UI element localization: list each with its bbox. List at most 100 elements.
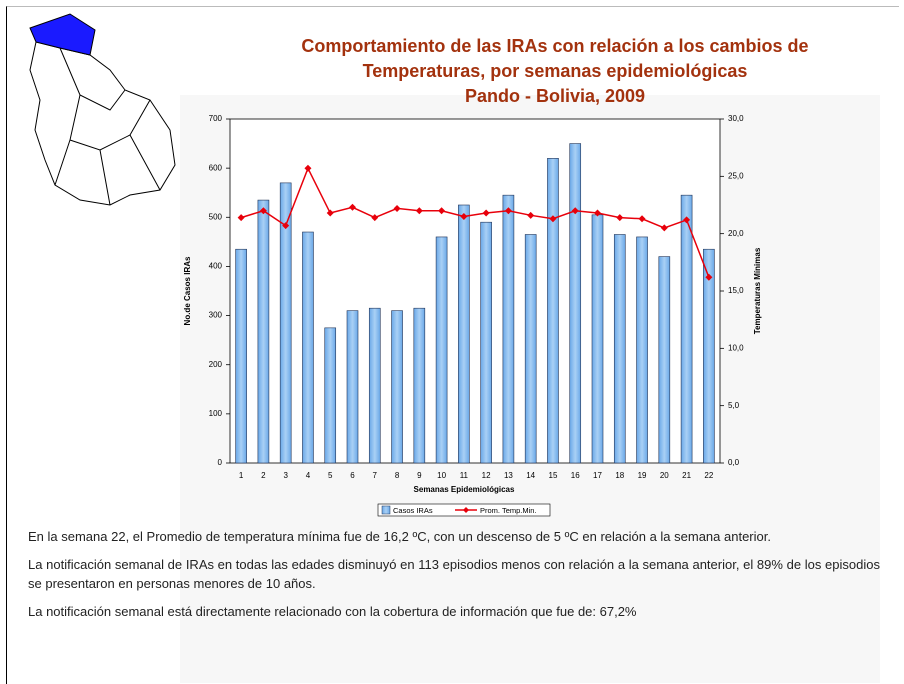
x-tick-label: 7 <box>373 471 378 480</box>
x-tick-label: 5 <box>328 471 333 480</box>
paragraphs: En la semana 22, el Promedio de temperat… <box>28 527 880 630</box>
y2-tick-label: 20,0 <box>728 229 744 238</box>
frame <box>6 6 899 684</box>
y-tick-label: 0 <box>218 458 223 467</box>
bar <box>458 204 470 464</box>
bar <box>703 248 715 464</box>
line-marker <box>393 204 401 212</box>
bar <box>235 248 247 464</box>
bar <box>636 236 648 464</box>
map-icon <box>29 13 176 206</box>
bar <box>547 158 559 464</box>
line-marker <box>660 224 668 232</box>
line-marker <box>326 209 334 217</box>
line-marker <box>371 214 379 222</box>
bar <box>302 231 314 464</box>
paragraph: En la semana 22, el Promedio de temperat… <box>28 529 771 544</box>
y-tick-label: 700 <box>209 114 223 123</box>
y-tick-label: 400 <box>209 262 223 271</box>
bar <box>413 307 426 464</box>
x-tick-label: 14 <box>526 471 535 480</box>
y2-axis-label: Temperaturas Mínimas <box>753 247 762 334</box>
line-marker <box>304 164 312 172</box>
x-tick-label: 15 <box>549 471 558 480</box>
bar <box>591 214 604 464</box>
paragraph: La notificación semanal está directament… <box>28 604 637 619</box>
y-tick-label: 200 <box>209 360 223 369</box>
y-tick-label: 300 <box>209 311 223 320</box>
x-tick-label: 18 <box>615 471 624 480</box>
x-tick-label: 10 <box>437 471 446 480</box>
line-marker <box>594 209 601 217</box>
y2-tick-label: 30,0 <box>728 114 744 123</box>
paragraph: La notificación semanal de IRAs en todas… <box>28 557 880 591</box>
x-tick-label: 19 <box>638 471 647 480</box>
bar <box>480 221 492 464</box>
y-tick-label: 100 <box>209 409 223 418</box>
x-tick-label: 3 <box>283 471 288 480</box>
bar <box>279 182 292 464</box>
y2-tick-label: 0,0 <box>728 458 740 467</box>
line-marker <box>282 222 290 230</box>
title-line: Pando - Bolivia, 2009 <box>465 86 645 106</box>
line-marker <box>259 207 267 215</box>
line-marker <box>705 273 713 281</box>
line-marker <box>504 207 512 215</box>
x-tick-label: 13 <box>504 471 513 480</box>
bar <box>569 143 582 464</box>
y2-tick-label: 25,0 <box>728 171 744 180</box>
chart: Comportamiento de las IRAs con relación … <box>29 13 809 517</box>
line-marker <box>349 203 356 211</box>
x-tick-label: 11 <box>460 471 469 480</box>
line-marker <box>415 207 423 215</box>
x-tick-label: 21 <box>682 471 691 480</box>
line <box>240 166 710 278</box>
legend-label: Casos IRAs <box>393 506 433 515</box>
line-marker <box>438 207 446 215</box>
legend-marker <box>463 507 469 513</box>
bar <box>257 199 270 464</box>
x-tick-label: 1 <box>239 471 244 480</box>
bar <box>346 310 359 464</box>
bar <box>391 310 403 464</box>
line-marker <box>571 207 579 215</box>
x-tick-label: 4 <box>306 471 311 480</box>
bar <box>435 236 448 464</box>
x-tick-label: 22 <box>704 471 713 480</box>
line-marker <box>237 214 245 222</box>
x-tick-label: 9 <box>417 471 422 480</box>
y-tick-label: 500 <box>209 212 223 221</box>
y2-tick-label: 5,0 <box>728 401 740 410</box>
legend-label: Prom. Temp.Min. <box>480 506 537 515</box>
bar <box>680 194 693 464</box>
title-line: Temperaturas, por semanas epidemiológica… <box>363 61 748 81</box>
line-marker <box>482 209 490 217</box>
x-tick-label: 8 <box>395 471 400 480</box>
bar <box>502 194 515 464</box>
line-marker <box>638 215 646 223</box>
x-tick-label: 12 <box>482 471 491 480</box>
bar <box>658 256 671 464</box>
bar <box>524 234 537 464</box>
x-tick-label: 2 <box>261 471 266 480</box>
line-marker <box>527 211 535 219</box>
y-axis-label: No.de Casos IRAs <box>183 256 192 325</box>
bar <box>324 327 337 464</box>
x-tick-label: 20 <box>660 471 669 480</box>
bar <box>368 307 381 464</box>
line-marker <box>549 215 557 223</box>
y2-tick-label: 10,0 <box>728 343 744 352</box>
line-marker <box>683 216 691 224</box>
y2-tick-label: 15,0 <box>728 286 744 295</box>
y-tick-label: 600 <box>209 163 223 172</box>
line-marker <box>460 212 468 220</box>
x-tick-label: 6 <box>350 471 355 480</box>
bar <box>613 234 626 464</box>
x-axis-label: Semanas Epidemiológicas <box>414 485 515 494</box>
x-tick-label: 16 <box>571 471 580 480</box>
line-marker <box>616 214 624 222</box>
legend-swatch <box>381 505 391 515</box>
title-line: Comportamiento de las IRAs con relación … <box>301 36 808 56</box>
x-tick-label: 17 <box>593 471 602 480</box>
